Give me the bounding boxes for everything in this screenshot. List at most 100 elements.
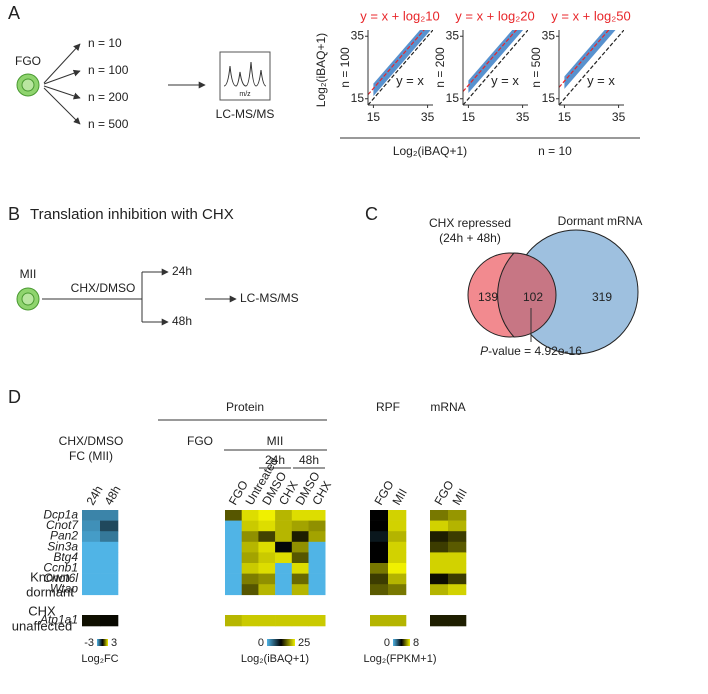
row-label: Cnot7 <box>46 518 79 532</box>
identity-line <box>368 30 433 105</box>
heat-cell <box>241 615 259 627</box>
y-tick-label: 35 <box>446 28 460 42</box>
heat-cell <box>308 510 326 521</box>
heat-cell <box>370 584 389 596</box>
group-label: n = 100 <box>88 63 129 77</box>
block-header: Protein <box>226 400 264 414</box>
panel-label: D <box>8 387 21 407</box>
block-header: 48h <box>299 453 319 467</box>
heat-cell <box>448 573 467 585</box>
axis-label: m/z <box>239 91 251 98</box>
heat-cell <box>291 541 309 553</box>
colorbar-max: 3 <box>111 637 117 649</box>
heat-cell <box>308 615 326 627</box>
heat-cell <box>241 541 259 553</box>
count: 139 <box>478 290 498 304</box>
column-label: 24h <box>83 483 105 507</box>
method-label: LC-MS/MS <box>240 291 299 305</box>
heat-cell <box>100 584 119 596</box>
heat-cell <box>448 563 467 574</box>
scatter-plot <box>368 30 433 105</box>
panel-label: C <box>365 204 378 224</box>
time-label: 24h <box>172 264 192 278</box>
heat-cell <box>82 584 101 596</box>
panel-label: B <box>8 204 20 224</box>
y-tick-label: 15 <box>446 91 460 105</box>
group-label: CHX <box>28 603 56 618</box>
group-label: unaffected <box>12 618 72 633</box>
panel-label: A <box>8 3 20 23</box>
heat-cell <box>225 615 242 627</box>
row-label: Cnot6l <box>43 571 78 585</box>
heat-cell <box>388 552 407 564</box>
row-label: Sin3a <box>47 539 78 553</box>
heat-cell <box>100 510 119 521</box>
count: 319 <box>592 290 612 304</box>
scatter-plot <box>559 30 624 105</box>
heat-cell <box>241 573 259 585</box>
heat-cell <box>225 541 242 553</box>
heat-cell <box>291 615 309 627</box>
group-label: n = 10 <box>88 36 122 50</box>
x-tick-label: 35 <box>421 110 435 124</box>
heat-cell <box>448 510 467 521</box>
heat-cell <box>370 552 389 564</box>
p-text: -value = 4.92e-16 <box>488 344 582 358</box>
p-symbol: P <box>480 344 488 358</box>
y-group-label: n = 200 <box>433 47 447 88</box>
heat-cell <box>430 573 449 585</box>
treatment-label: CHX/DMSO <box>71 281 136 295</box>
colorbar-min: 0 <box>258 637 264 649</box>
heat-cell <box>258 531 276 543</box>
block-header: 24h <box>265 453 285 467</box>
heat-cell <box>430 563 449 574</box>
y-group-label: n = 100 <box>338 47 352 88</box>
set-label: Dormant mRNA <box>558 214 643 228</box>
heat-cell <box>258 563 276 574</box>
spectrum-icon <box>219 51 271 101</box>
heat-cell <box>225 510 242 521</box>
x-tick-label: 15 <box>462 110 476 124</box>
heat-cell <box>388 541 407 553</box>
x-tick-label: 35 <box>612 110 626 124</box>
heat-cell <box>308 573 326 585</box>
heat-cell <box>275 531 293 543</box>
heat-cell <box>430 584 449 596</box>
x-tick-label: 15 <box>558 110 572 124</box>
heat-cell <box>291 573 309 585</box>
heat-cell <box>100 552 119 564</box>
venn-overlap <box>497 252 557 338</box>
method-label: LC-MS/MS <box>216 107 275 121</box>
identity-line <box>463 30 528 105</box>
colorbar <box>97 639 108 646</box>
y-tick-label: 35 <box>351 28 365 42</box>
heat-cell <box>258 573 276 585</box>
heat-cell <box>430 531 449 543</box>
heat-cell <box>370 541 389 553</box>
block-header: MII <box>267 434 284 448</box>
heat-cell <box>100 615 119 627</box>
colorbar-min: 0 <box>384 637 390 649</box>
heat-cell <box>291 584 309 596</box>
heat-cell <box>291 520 309 532</box>
x-axis-title: Log₂(iBAQ+1) <box>393 144 467 158</box>
heat-cell <box>100 520 119 532</box>
fit-line <box>463 30 518 92</box>
heat-cell <box>258 520 276 532</box>
heat-cell <box>275 552 293 564</box>
heat-cell <box>258 510 276 521</box>
x-tick-label: 35 <box>516 110 530 124</box>
heat-cell <box>430 510 449 521</box>
arrows <box>43 43 206 125</box>
heat-cell <box>225 552 242 564</box>
heat-cell <box>308 584 326 596</box>
heat-cell <box>82 563 101 574</box>
fit-equation: y = x + log₂20 <box>455 8 535 23</box>
y-tick-label: 35 <box>542 28 556 42</box>
heat-cell <box>275 563 293 574</box>
heat-cell <box>308 563 326 574</box>
count: 102 <box>523 290 543 304</box>
heat-cell <box>82 541 101 553</box>
row-label: Atp1a1 <box>39 613 78 627</box>
